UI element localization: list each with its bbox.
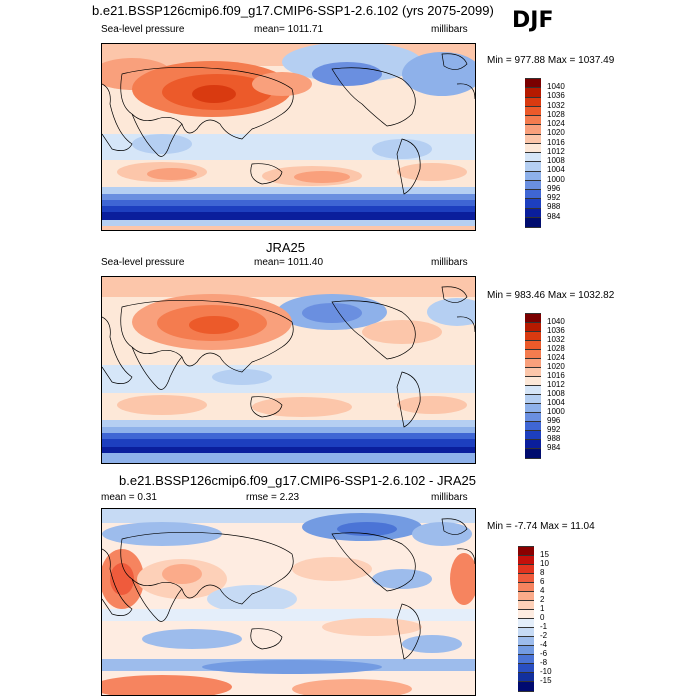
colorbar-tick: 996	[547, 183, 561, 193]
colorbar-tick: 0	[540, 613, 545, 622]
colorbar-tick: 1040	[547, 82, 565, 91]
panel3-rmse-label: rmse = 2.23	[246, 492, 300, 503]
colorbar-tick: 988	[547, 202, 561, 212]
colorbar-tick: 15	[540, 550, 549, 559]
panel2-units-label: millibars	[431, 257, 468, 268]
panel1-units-label: millibars	[431, 24, 468, 35]
colorbar-tick: -4	[540, 640, 548, 649]
colorbar-tick: 4	[540, 586, 545, 595]
colorbar-tick: 1016	[547, 371, 565, 380]
colorbar-tick: 1016	[547, 137, 565, 147]
panel3-title: b.e21.BSSP126cmip6.f09_g17.CMIP6-SSP1-2.…	[119, 473, 476, 488]
colorbar-tick: 1032	[547, 100, 565, 110]
panel3-colorbar: 15 10 8 6 4 2 1 0 -1 -2 -4 -6 -8 -10 -15	[518, 546, 578, 692]
panel1-minmax: Min = 977.88 Max = 1037.49	[487, 55, 615, 66]
colorbar-tick: 1036	[547, 326, 565, 335]
panel1-title: b.e21.BSSP126cmip6.f09_g17.CMIP6-SSP1-2.…	[92, 3, 494, 18]
colorbar-tick: 1004	[547, 165, 565, 175]
colorbar-tick: 1000	[547, 174, 565, 184]
panel2-map	[101, 276, 476, 464]
colorbar-tick: -15	[540, 676, 552, 685]
colorbar-tick: 1000	[547, 407, 565, 416]
panel1-map	[101, 43, 476, 231]
colorbar-tick: -10	[540, 667, 552, 676]
colorbar-tick: 996	[547, 416, 561, 425]
colorbar-tick: 1020	[547, 362, 565, 371]
panel1-variable-label: Sea-level pressure	[101, 24, 185, 35]
panel3-minmax: Min = -7.74 Max = 11.04	[487, 521, 595, 532]
colorbar-tick: 1008	[547, 389, 565, 398]
colorbar-tick: 8	[540, 568, 545, 577]
panel2-variable-label: Sea-level pressure	[101, 257, 185, 268]
colorbar-tick: -6	[540, 649, 548, 658]
colorbar-tick: 988	[547, 434, 561, 443]
colorbar-tick: 1024	[547, 353, 565, 362]
colorbar-tick: 1028	[547, 109, 565, 119]
panel2-title: JRA25	[266, 240, 306, 255]
colorbar-tick: 1	[540, 604, 545, 613]
colorbar-tick: -8	[540, 658, 548, 667]
panel1-mean-label: mean= 1011.71	[254, 24, 324, 35]
panel3-map	[101, 508, 476, 696]
panel2-minmax: Min = 983.46 Max = 1032.82	[487, 290, 615, 301]
panel2-colorbar: 1040 1036 1032 1028 1024 1020 1016 1012 …	[525, 313, 585, 459]
colorbar-tick: -2	[540, 631, 548, 640]
panel3-units-label: millibars	[431, 492, 468, 503]
colorbar-tick: 1032	[547, 335, 565, 344]
colorbar-tick: 1012	[547, 146, 565, 156]
colorbar-tick: 984	[547, 211, 561, 221]
colorbar-tick: 6	[540, 577, 545, 586]
colorbar-tick: 1028	[547, 344, 565, 353]
colorbar-tick: -1	[540, 622, 548, 631]
colorbar-tick: 992	[547, 193, 561, 202]
colorbar-tick: 1020	[547, 128, 565, 138]
colorbar-tick: 1040	[547, 317, 565, 326]
colorbar-tick: 2	[540, 595, 545, 604]
panel3-mean-label: mean = 0.31	[101, 492, 157, 503]
colorbar-tick: 1036	[547, 91, 565, 101]
colorbar-tick: 1012	[547, 380, 565, 389]
colorbar-tick: 984	[547, 443, 561, 452]
colorbar-tick: 1024	[547, 119, 565, 128]
colorbar-tick: 992	[547, 425, 561, 434]
panel1-colorbar: 1040 1036 1032 1028 1024 1020 1016 1012 …	[525, 78, 585, 228]
colorbar-tick: 1004	[547, 398, 565, 407]
panel2-mean-label: mean= 1011.40	[254, 257, 324, 268]
colorbar-tick: 10	[540, 559, 549, 568]
colorbar-tick: 1008	[547, 156, 565, 165]
season-label: DJF	[512, 8, 554, 33]
